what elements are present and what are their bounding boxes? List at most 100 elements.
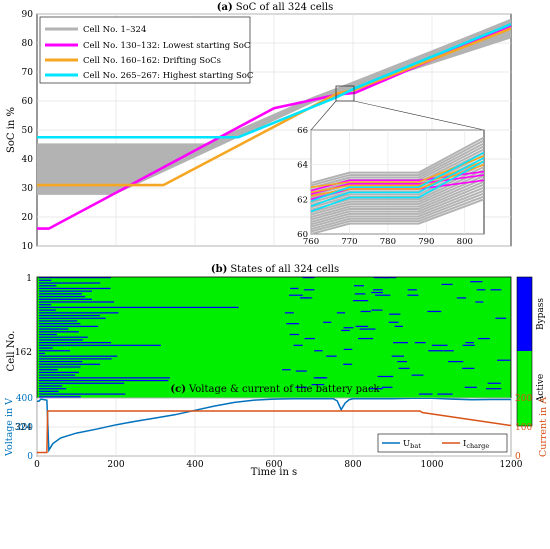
- bypass-dash: [371, 309, 383, 311]
- bypass-dash: [288, 294, 303, 296]
- inset-series-line: [311, 160, 484, 194]
- series-line-3: [37, 22, 511, 139]
- bypass-dash: [437, 393, 453, 395]
- bypass-dash: [456, 297, 467, 299]
- bypass-segment: [38, 309, 56, 311]
- panel-b-ytick-324: 324: [15, 423, 32, 433]
- bypass-segment: [38, 374, 76, 376]
- bypass-dash: [414, 342, 426, 344]
- bypass-dash: [375, 294, 391, 296]
- bypass-segment: [38, 360, 83, 363]
- panel-c: (c) Voltage & current of the battery pack…: [4, 384, 549, 478]
- bypass-segment: [38, 320, 78, 322]
- bypass-segment: [38, 333, 58, 336]
- bypass-dash: [343, 363, 353, 365]
- bypass-dash: [464, 386, 477, 388]
- panel-c-title: (c) Voltage & current of the battery pack: [170, 384, 380, 395]
- inset-x-tick: 790: [418, 237, 434, 247]
- bypass-dash: [343, 348, 353, 351]
- x-tick-label: 800: [344, 460, 361, 470]
- bypass-dash: [368, 388, 383, 390]
- bypass-segment: [38, 290, 92, 292]
- bypass-segment: [38, 298, 93, 300]
- inset-y-tick: 66: [297, 126, 308, 136]
- colorbar-label-active: Active: [536, 374, 546, 403]
- bypass-dash: [295, 370, 307, 372]
- bypass-dash: [360, 310, 371, 313]
- bypass-dash: [343, 327, 354, 329]
- x-tick-label: 1000: [421, 460, 444, 470]
- y-tick-label: 50: [22, 126, 34, 136]
- bypass-segment: [38, 388, 67, 390]
- legend-label-gray: Cell No. 1–324: [83, 25, 146, 35]
- bypass-dash: [462, 344, 475, 346]
- bypass-dash: [359, 328, 376, 330]
- bypass-dash: [497, 359, 511, 361]
- bypass-segment: [38, 352, 45, 355]
- bypass-dash: [448, 360, 464, 363]
- bypass-segment: [38, 382, 125, 384]
- y-tick-left: 200: [16, 423, 33, 433]
- inset-gray-line: [311, 186, 484, 226]
- bypass-dash: [490, 289, 502, 291]
- bypass-segment: [38, 301, 115, 303]
- bypass-dash: [381, 386, 393, 388]
- y-tick-label: 40: [22, 155, 34, 165]
- bypass-dash: [465, 342, 474, 344]
- inset-y-tick: 62: [297, 195, 308, 205]
- inset-gray-line: [311, 195, 484, 233]
- bypass-segment: [38, 285, 57, 287]
- bypass-dash: [304, 337, 315, 340]
- bypass-dash: [428, 350, 444, 352]
- bypass-dash: [295, 386, 307, 388]
- bypass-dash: [394, 325, 403, 327]
- bypass-dash: [355, 325, 369, 327]
- inset-gray-line: [311, 192, 484, 231]
- bypass-dash: [397, 360, 408, 363]
- bypass-dash: [407, 289, 417, 291]
- x-tick-label: 1200: [500, 460, 523, 470]
- bypass-dash: [371, 291, 383, 294]
- bypass-dash: [443, 350, 454, 352]
- bypass-dash: [282, 369, 291, 371]
- panel-a-title: (a) SoC of all 324 cells: [217, 2, 333, 13]
- bypass-dash: [407, 294, 419, 296]
- bypass-dash: [462, 367, 475, 369]
- bypass-segment: [38, 279, 52, 281]
- bypass-segment: [38, 396, 81, 398]
- bypass-segment: [38, 295, 86, 298]
- bypass-segment: [38, 287, 111, 290]
- y-tick-left: 0: [27, 452, 33, 462]
- panel-a-ylabel: SoC in %: [6, 107, 17, 153]
- legend-label-magenta: Cell No. 130–132: Lowest starting SoC: [83, 41, 250, 51]
- bypass-dash: [326, 355, 337, 357]
- bypass-segment: [38, 312, 119, 314]
- bypass-dash: [284, 312, 294, 314]
- bypass-segment: [38, 358, 112, 360]
- panel-c-series: [37, 398, 511, 454]
- panel-b-ytick-162: 162: [15, 348, 32, 358]
- bypass-dash: [299, 297, 310, 299]
- bypass-segment: [38, 355, 118, 357]
- bypass-segment: [38, 293, 83, 295]
- bypass-segment: [38, 393, 126, 395]
- bypass-segment: [38, 371, 79, 374]
- bypass-dash: [293, 344, 303, 346]
- x-tick-label: 400: [186, 460, 203, 470]
- bypass-dash: [336, 312, 346, 314]
- bypass-dash: [431, 344, 448, 346]
- inset-gray-line: [311, 136, 484, 185]
- bypass-dash: [353, 285, 364, 287]
- bypass-dash: [389, 313, 401, 315]
- colorbar-label-bypass: Bypass: [536, 298, 546, 330]
- bypass-segment: [38, 277, 111, 279]
- inset-gray-line: [311, 183, 484, 223]
- bypass-dash: [391, 355, 404, 357]
- bypass-segment: [38, 331, 79, 333]
- bypass-segment: [38, 317, 106, 319]
- bypass-segment: [38, 363, 101, 365]
- series-line-0: [37, 398, 511, 453]
- series-line-1: [37, 410, 511, 454]
